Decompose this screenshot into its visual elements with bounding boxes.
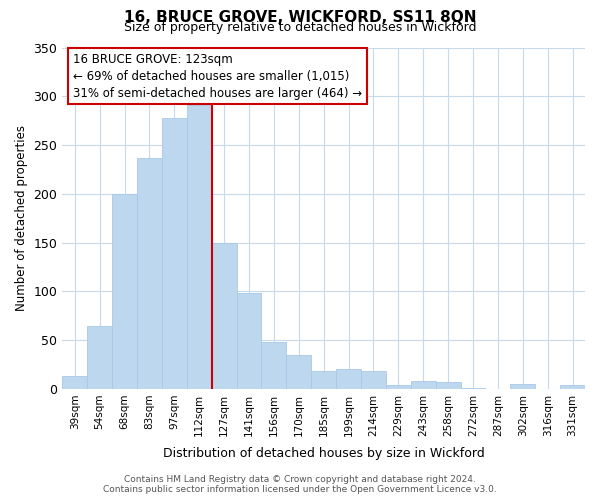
Bar [560, 385, 585, 389]
Bar [212, 242, 236, 389]
Y-axis label: Number of detached properties: Number of detached properties [15, 125, 28, 311]
Bar [461, 388, 485, 389]
Text: Contains HM Land Registry data © Crown copyright and database right 2024.
Contai: Contains HM Land Registry data © Crown c… [103, 474, 497, 494]
Bar [62, 376, 87, 389]
Bar [87, 326, 112, 389]
Bar [386, 385, 411, 389]
Bar [361, 372, 386, 389]
Bar [411, 381, 436, 389]
Bar [187, 105, 212, 389]
X-axis label: Distribution of detached houses by size in Wickford: Distribution of detached houses by size … [163, 447, 485, 460]
Bar [436, 382, 461, 389]
Bar [262, 342, 286, 389]
Bar [336, 370, 361, 389]
Text: 16, BRUCE GROVE, WICKFORD, SS11 8QN: 16, BRUCE GROVE, WICKFORD, SS11 8QN [124, 10, 476, 25]
Bar [112, 194, 137, 389]
Text: 16 BRUCE GROVE: 123sqm
← 69% of detached houses are smaller (1,015)
31% of semi-: 16 BRUCE GROVE: 123sqm ← 69% of detached… [73, 52, 362, 100]
Bar [511, 384, 535, 389]
Bar [137, 158, 162, 389]
Bar [162, 118, 187, 389]
Bar [311, 372, 336, 389]
Bar [236, 294, 262, 389]
Text: Size of property relative to detached houses in Wickford: Size of property relative to detached ho… [124, 21, 476, 34]
Bar [286, 355, 311, 389]
